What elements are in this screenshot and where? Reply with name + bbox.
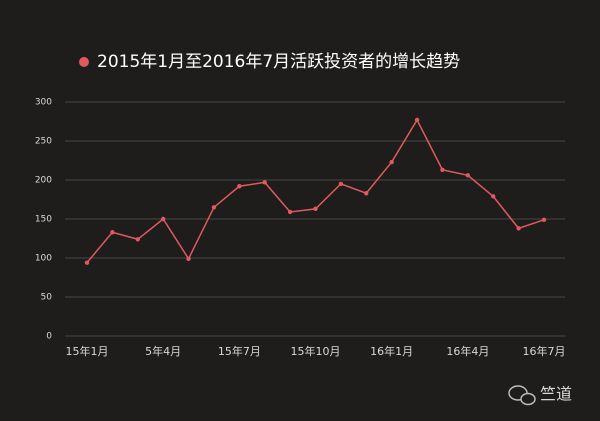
point [338, 181, 344, 187]
y-tick-label: 200 [35, 176, 52, 186]
x-tick-label: 16年1月 [370, 344, 413, 358]
x-tick-label: 15年1月 [66, 344, 109, 358]
x-tick-label: 16年7月 [523, 344, 566, 358]
point [287, 209, 293, 215]
point [237, 184, 242, 189]
point [364, 191, 369, 196]
y-tick-label: 150 [35, 215, 52, 225]
y-tick-label: 50 [41, 293, 53, 303]
point [160, 216, 166, 222]
point [84, 260, 90, 265]
point [262, 180, 267, 185]
point [414, 117, 420, 123]
x-tick-label: 15年10月 [291, 344, 341, 358]
y-tick-label: 250 [35, 137, 52, 147]
point [110, 230, 115, 235]
point [465, 173, 471, 178]
watermark-text: 竺道 [540, 385, 572, 404]
point [186, 256, 191, 261]
y-tick-label: 0 [46, 332, 52, 342]
legend-label: 2015年1月至2016年7月活跃投资者的增长趋势 [97, 52, 460, 72]
point [389, 159, 394, 165]
x-tick-label: 5年4月 [145, 344, 181, 358]
point [491, 194, 496, 199]
point [211, 205, 217, 210]
watermark: 竺道 [508, 385, 572, 406]
x-tick-label: 15年7月 [218, 344, 261, 358]
point [541, 217, 547, 222]
point [440, 167, 445, 173]
point [135, 237, 140, 242]
point [313, 206, 318, 212]
y-tick-label: 100 [35, 254, 52, 264]
legend-marker [79, 57, 89, 67]
x-tick-label: 16年4月 [446, 344, 489, 358]
watermark-icon [520, 392, 536, 406]
point [516, 226, 521, 231]
y-tick-label: 300 [35, 98, 52, 108]
